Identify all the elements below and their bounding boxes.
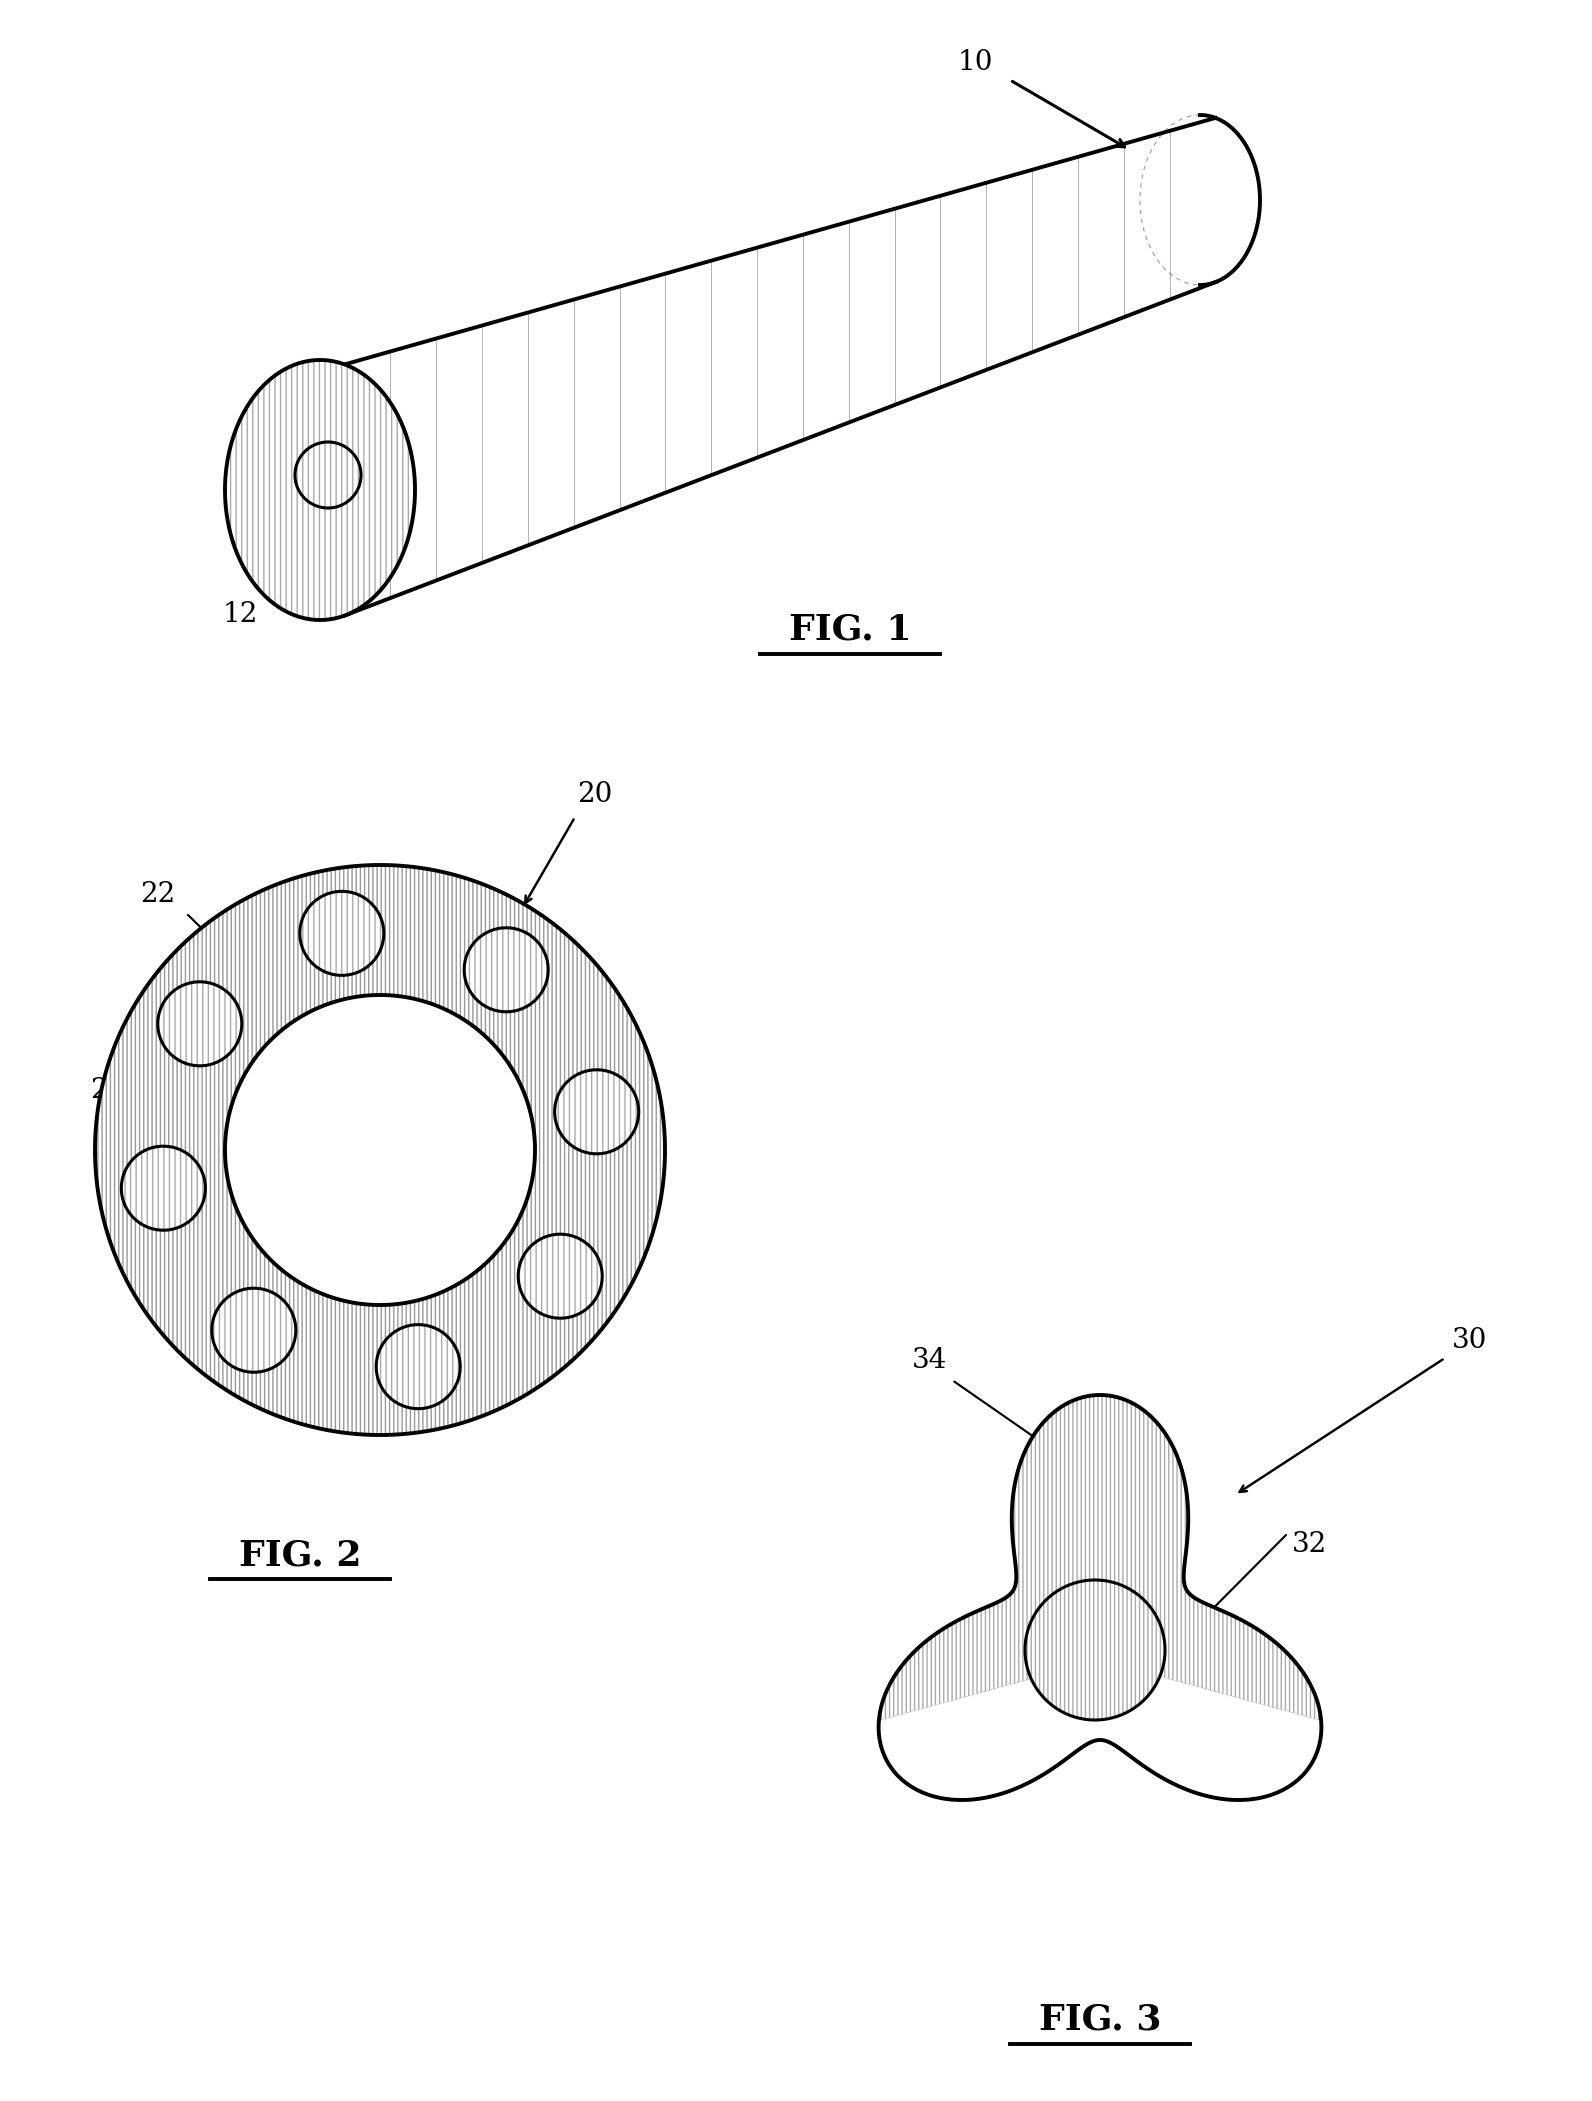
- Text: FIG. 2: FIG. 2: [239, 1538, 361, 1572]
- Polygon shape: [519, 1233, 602, 1317]
- Text: 30: 30: [1452, 1326, 1487, 1353]
- Text: 24: 24: [161, 1277, 196, 1303]
- Polygon shape: [554, 1069, 638, 1153]
- Polygon shape: [344, 118, 1216, 616]
- Text: 12: 12: [223, 601, 258, 628]
- Polygon shape: [212, 1288, 296, 1372]
- Text: 24: 24: [91, 1076, 126, 1103]
- Polygon shape: [121, 1147, 205, 1231]
- Text: 20: 20: [578, 782, 613, 809]
- Polygon shape: [1200, 116, 1259, 286]
- Text: FIG. 1: FIG. 1: [788, 613, 911, 647]
- Text: FIG. 3: FIG. 3: [1038, 2002, 1161, 2038]
- Polygon shape: [465, 929, 548, 1013]
- Text: 14: 14: [352, 561, 388, 588]
- Polygon shape: [376, 1324, 460, 1408]
- Polygon shape: [158, 981, 242, 1065]
- Polygon shape: [295, 441, 361, 508]
- Polygon shape: [879, 1395, 1321, 1801]
- Text: 22: 22: [140, 882, 175, 908]
- Polygon shape: [299, 891, 384, 975]
- Text: 34: 34: [912, 1347, 947, 1374]
- Polygon shape: [224, 359, 416, 620]
- Polygon shape: [224, 996, 535, 1305]
- Polygon shape: [1025, 1580, 1165, 1721]
- Polygon shape: [96, 866, 665, 1435]
- Text: 26: 26: [583, 1151, 618, 1179]
- Text: 10: 10: [957, 48, 993, 76]
- Text: 32: 32: [1293, 1532, 1328, 1559]
